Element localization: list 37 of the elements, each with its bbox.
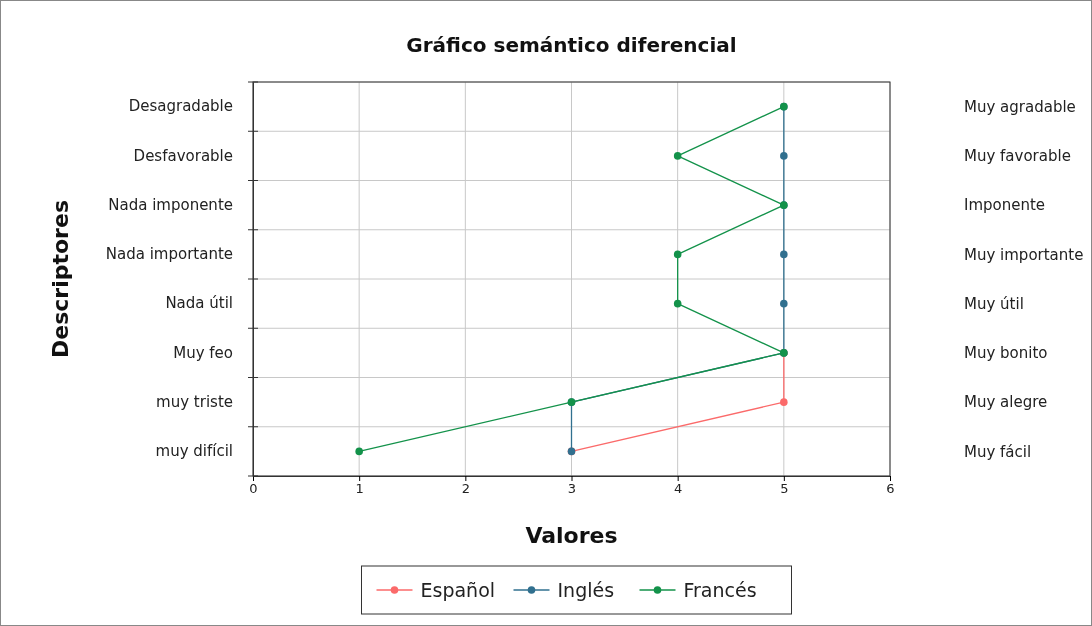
point: [780, 299, 788, 308]
y-tick-label: Nada importante: [105, 245, 233, 264]
x-tick-label: 0: [249, 481, 258, 497]
y2-tick-label: Muy bonito: [964, 344, 1048, 363]
x-tick-label: 3: [567, 481, 577, 497]
y-tick-label: Nada imponente: [108, 195, 233, 214]
chart-title: Gráfico semántico diferencial: [406, 33, 737, 57]
x-axis-title: Valores: [525, 523, 618, 548]
point: [673, 250, 682, 259]
legend-label: Español: [420, 578, 496, 601]
y-tick-label: muy triste: [156, 392, 233, 411]
x-tick-label: 2: [461, 481, 470, 497]
point: [780, 398, 788, 406]
y-tick-label: Nada útil: [165, 294, 233, 313]
legend-label: Inglés: [557, 578, 615, 601]
y2-tick-label: Muy útil: [964, 294, 1024, 313]
y2-tick-label: Muy favorable: [964, 147, 1071, 166]
y-tick-label: muy difícil: [155, 442, 233, 461]
x-tick-label: 5: [780, 481, 789, 497]
y-axis-title: Descriptores: [48, 200, 73, 358]
point: [673, 299, 682, 308]
y2-tick-label: Muy agradable: [964, 97, 1076, 116]
point: [780, 152, 788, 160]
x-tick-label: 6: [886, 481, 895, 497]
y2-tick-label: Muy importante: [964, 245, 1084, 264]
point: [355, 447, 363, 456]
y2-tick-label: Muy alegre: [964, 393, 1048, 412]
point: [780, 250, 788, 259]
y-tick-label: Desfavorable: [133, 146, 233, 165]
y-tick-label: Desagradable: [128, 97, 233, 116]
x-tick-label: 4: [674, 481, 683, 497]
x-tick-label: 1: [355, 481, 364, 497]
y-tick-label: Muy feo: [173, 343, 233, 362]
y2-tick-label: Imponente: [964, 196, 1046, 215]
point: [673, 152, 682, 160]
y2-tick-label: Muy fácil: [964, 442, 1032, 461]
legend-label: Francés: [683, 578, 757, 601]
